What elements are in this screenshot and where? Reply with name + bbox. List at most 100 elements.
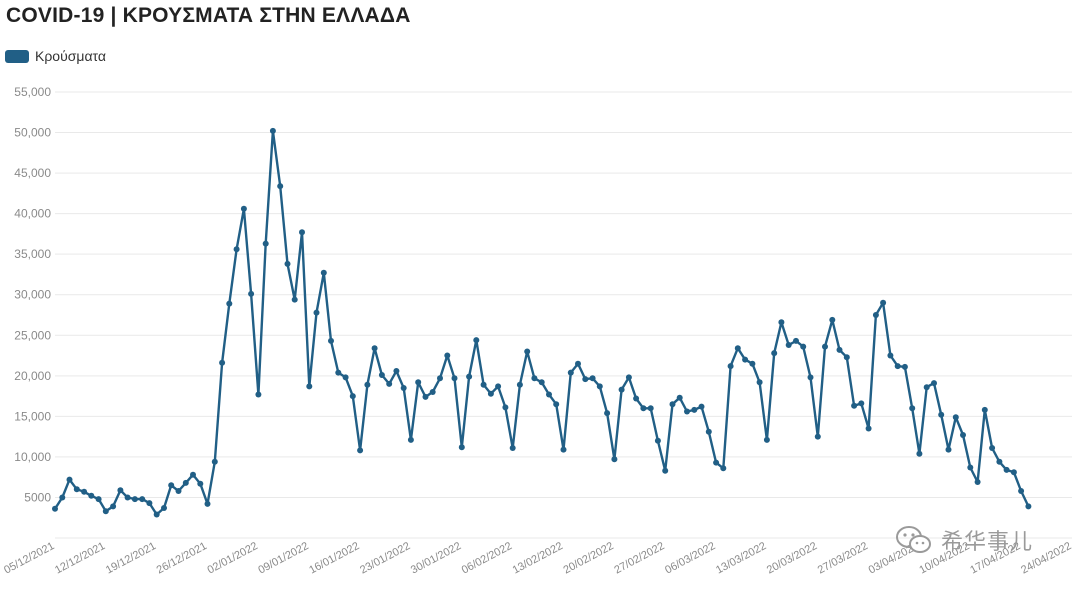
data-point <box>742 356 749 363</box>
data-point <box>567 369 574 376</box>
data-point <box>516 381 523 388</box>
data-point <box>306 383 313 390</box>
data-point <box>161 505 167 511</box>
data-point <box>284 260 291 267</box>
x-tick-label: 26/12/2021 <box>155 540 209 576</box>
data-point <box>589 375 596 382</box>
data-point <box>487 390 494 397</box>
data-point <box>400 385 407 391</box>
data-point <box>124 494 131 501</box>
data-point <box>785 342 792 348</box>
data-point <box>1018 488 1025 494</box>
watermark-text: 希华事儿 <box>941 530 1034 555</box>
data-point <box>59 494 66 501</box>
data-point <box>582 376 589 383</box>
data-point <box>887 352 894 359</box>
data-point <box>662 467 669 474</box>
data-point <box>771 350 778 357</box>
data-point <box>509 445 516 451</box>
data-point <box>95 496 102 503</box>
x-tick-label: 20/02/2022 <box>562 540 616 576</box>
data-point <box>197 480 204 487</box>
data-point <box>313 309 320 316</box>
y-tick-label: 50,000 <box>14 126 51 140</box>
x-tick-label: 13/03/2022 <box>714 540 768 576</box>
data-point <box>291 296 298 303</box>
data-point <box>1003 466 1010 473</box>
y-tick-label: 30,000 <box>14 288 51 302</box>
data-point <box>458 444 465 451</box>
data-point <box>851 402 858 409</box>
data-point <box>901 363 908 370</box>
data-point <box>502 404 509 411</box>
legend-label: Κρούσματα <box>35 48 106 64</box>
y-tick-label: 5000 <box>24 490 51 504</box>
data-point <box>240 205 247 212</box>
x-tick-label: 20/03/2022 <box>765 540 819 576</box>
data-point <box>596 383 603 390</box>
data-point <box>981 406 988 413</box>
data-point <box>248 290 255 297</box>
data-point <box>705 428 712 435</box>
data-point <box>102 508 109 515</box>
data-point <box>749 360 756 367</box>
x-tick-label: 12/12/2021 <box>53 540 107 576</box>
data-point <box>81 488 88 495</box>
page-title: COVID-19 | ΚΡΟΥΣΜΑΤΑ ΣΤΗΝ ΕΛΛΑΔΑ <box>6 4 411 27</box>
data-point <box>219 359 226 366</box>
data-point <box>473 337 480 344</box>
x-tick-label: 06/03/2022 <box>663 540 717 576</box>
data-point <box>466 373 473 380</box>
data-point <box>843 354 850 361</box>
y-tick-label: 25,000 <box>14 328 51 342</box>
data-point <box>538 379 545 386</box>
watermark: 希华事儿 <box>895 524 1033 556</box>
data-point <box>894 363 901 370</box>
x-tick-label: 05/12/2021 <box>2 540 56 576</box>
data-point <box>575 360 581 367</box>
data-point <box>531 375 538 382</box>
data-point <box>611 456 618 463</box>
data-point <box>909 405 916 412</box>
data-point <box>277 183 284 190</box>
data-point <box>1025 503 1032 510</box>
data-point <box>299 229 305 236</box>
x-tick-label: 23/01/2022 <box>358 540 412 576</box>
data-point <box>676 394 683 401</box>
data-point <box>73 486 80 493</box>
y-tick-label: 10,000 <box>14 450 51 464</box>
data-point <box>342 374 349 381</box>
data-point <box>807 374 814 381</box>
x-tick-label: 13/02/2022 <box>511 540 565 576</box>
data-point <box>190 471 196 478</box>
data-point <box>422 393 429 400</box>
data-point <box>967 464 974 471</box>
data-point <box>931 380 937 387</box>
data-point <box>996 458 1003 465</box>
data-point <box>720 465 727 472</box>
data-point <box>546 391 552 398</box>
x-tick-label: 06/02/2022 <box>460 540 514 576</box>
data-point <box>451 375 458 382</box>
data-point <box>371 345 378 352</box>
data-point <box>625 374 632 381</box>
data-point <box>364 381 371 388</box>
data-point <box>335 369 342 376</box>
data-point <box>1010 469 1017 476</box>
chart-legend[interactable]: Κρούσματα <box>5 48 106 64</box>
data-point <box>974 479 981 485</box>
data-point <box>88 492 95 499</box>
data-point <box>829 316 836 323</box>
data-point <box>320 269 327 276</box>
data-point <box>378 372 385 378</box>
data-point <box>684 408 690 415</box>
data-point <box>553 401 560 408</box>
data-point <box>393 368 400 374</box>
data-point <box>66 476 73 483</box>
data-point <box>328 337 334 344</box>
data-point <box>923 384 930 391</box>
data-point <box>960 432 966 438</box>
data-point <box>916 450 923 457</box>
data-point <box>872 312 879 318</box>
